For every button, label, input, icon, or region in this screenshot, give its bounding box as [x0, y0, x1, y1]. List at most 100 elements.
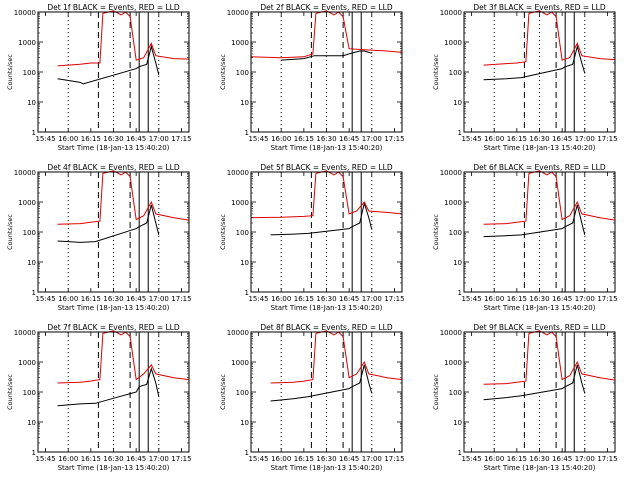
chart-8-y-axis-label: Counts/sec	[219, 374, 227, 410]
chart-9-y-axis-label: Counts/sec	[432, 374, 440, 410]
chart-1-x-tick-label: 16:00	[58, 135, 78, 143]
chart-5-x-tick-label: 16:15	[294, 295, 314, 303]
chart-8-x-tick-label: 17:00	[362, 455, 382, 463]
chart-6-x-tick-label: 17:15	[597, 295, 617, 303]
chart-5-y-tick-label: 10000	[227, 169, 249, 177]
chart-6-x-tick-label: 17:00	[575, 295, 595, 303]
chart-1-panel: 1 10 100 1000 10000 15:45 16:00 16:15 16:30 16:45…	[6, 3, 192, 152]
chart-8-x-tick-label: 16:15	[294, 455, 314, 463]
chart-9-x-tick-label: 16:30	[529, 455, 549, 463]
chart-8-x-tick-label: 16:00	[271, 455, 291, 463]
chart-7-y-tick-label: 1000	[18, 359, 36, 367]
chart-6-y-tick-label: 100	[449, 229, 462, 237]
chart-5-x-tick-label: 16:45	[339, 295, 359, 303]
chart-8-y-tick-label: 10000	[227, 329, 249, 337]
chart-7-x-tick-label: 15:45	[35, 455, 55, 463]
chart-5-series-lld-line	[250, 170, 403, 219]
chart-1-x-tick-label: 15:45	[35, 135, 55, 143]
chart-1-x-tick-label: 16:15	[81, 135, 101, 143]
chart-6-y-tick-label: 1000	[444, 199, 462, 207]
chart-4-x-tick-label: 16:30	[103, 295, 123, 303]
chart-2-y-tick-label: 100	[236, 69, 249, 77]
chart-7-x-tick-label: 16:45	[126, 455, 146, 463]
chart-3-x-tick-label: 17:15	[597, 135, 617, 143]
chart-8-x-tick-label: 15:45	[248, 455, 268, 463]
chart-1-x-axis-label: Start Time (18-Jan-13 15:40:20)	[58, 144, 170, 152]
chart-4-title: Det 4f BLACK = Events, RED = LLD	[47, 163, 180, 172]
chart-7-series-lld-line	[57, 330, 190, 384]
chart-5-x-tick-label: 16:30	[316, 295, 336, 303]
chart-4-y-tick-label: 100	[23, 229, 36, 237]
chart-6-series-lld-line	[483, 170, 616, 225]
chart-9-series-lld-line	[483, 330, 616, 385]
chart-2-y-axis-label: Counts/sec	[219, 54, 227, 90]
chart-4-series-events-line	[57, 204, 160, 243]
chart-4-x-tick-label: 16:15	[81, 295, 101, 303]
chart-4-series-lld-line	[57, 170, 190, 225]
chart-8-y-tick-label: 10	[240, 419, 249, 427]
chart-6-x-tick-label: 16:00	[484, 295, 504, 303]
chart-7-y-axis-label: Counts/sec	[6, 374, 14, 410]
chart-5-x-axis-label: Start Time (18-Jan-13 15:40:20)	[271, 304, 383, 312]
chart-5-x-tick-label: 17:15	[384, 295, 404, 303]
chart-8-x-tick-label: 16:30	[316, 455, 336, 463]
chart-5-series-events-line	[270, 201, 373, 236]
chart-4-y-tick-label: 1	[32, 289, 36, 297]
chart-6-x-tick-label: 15:45	[461, 295, 481, 303]
chart-5-y-axis-label: Counts/sec	[219, 214, 227, 250]
chart-6-title: Det 6f BLACK = Events, RED = LLD	[473, 163, 606, 172]
chart-5-y-tick-label: 1	[245, 289, 249, 297]
chart-3-y-tick-label: 10	[453, 99, 462, 107]
chart-6-y-tick-label: 1	[458, 289, 462, 297]
chart-7-x-axis-label: Start Time (18-Jan-13 15:40:20)	[58, 464, 170, 472]
chart-6-series-events-line	[483, 204, 586, 238]
chart-5-x-tick-label: 15:45	[248, 295, 268, 303]
chart-9-y-tick-label: 100	[449, 389, 462, 397]
chart-5-x-tick-label: 16:00	[271, 295, 291, 303]
chart-6-x-tick-label: 16:15	[507, 295, 527, 303]
chart-4-x-tick-label: 15:45	[35, 295, 55, 303]
chart-6-x-axis-label: Start Time (18-Jan-13 15:40:20)	[484, 304, 596, 312]
chart-8-x-axis-label: Start Time (18-Jan-13 15:40:20)	[271, 464, 383, 472]
chart-2-y-tick-label: 1	[245, 129, 249, 137]
chart-8-x-tick-label: 17:15	[384, 455, 404, 463]
chart-4-x-tick-label: 16:45	[126, 295, 146, 303]
chart-3-x-tick-label: 16:00	[484, 135, 504, 143]
chart-3-x-tick-label: 16:30	[529, 135, 549, 143]
chart-2-y-tick-label: 1000	[231, 39, 249, 47]
chart-3-y-axis-label: Counts/sec	[432, 54, 440, 90]
chart-8-y-tick-label: 1000	[231, 359, 249, 367]
chart-1-x-tick-label: 17:15	[171, 135, 191, 143]
chart-9-x-axis-label: Start Time (18-Jan-13 15:40:20)	[484, 464, 596, 472]
chart-9-panel: 1 10 100 1000 10000 15:45 16:00 16:15 16:30 16:45…	[432, 323, 618, 472]
chart-3-y-tick-label: 1	[458, 129, 462, 137]
chart-9-x-tick-label: 17:15	[597, 455, 617, 463]
chart-9-series-events-line	[483, 364, 586, 401]
chart-4-y-axis-label: Counts/sec	[6, 214, 14, 250]
chart-6-panel: 1 10 100 1000 10000 15:45 16:00 16:15 16:30 16:45…	[432, 163, 618, 312]
chart-9-title: Det 9f BLACK = Events, RED = LLD	[473, 323, 606, 332]
chart-3-panel: 1 10 100 1000 10000 15:45 16:00 16:15 16:30 16:45…	[432, 3, 618, 152]
chart-6-y-tick-label: 10	[453, 259, 462, 267]
chart-3-y-tick-label: 1000	[444, 39, 462, 47]
chart-1-x-tick-label: 16:30	[103, 135, 123, 143]
chart-1-y-tick-label: 1000	[18, 39, 36, 47]
chart-7-panel: 1 10 100 1000 10000 15:45 16:00 16:15 16:30 16:45…	[6, 323, 192, 472]
chart-8-x-tick-label: 16:45	[339, 455, 359, 463]
chart-8-series-events-line	[270, 364, 373, 402]
chart-3-title: Det 3f BLACK = Events, RED = LLD	[473, 3, 606, 12]
chart-7-title: Det 7f BLACK = Events, RED = LLD	[47, 323, 180, 332]
chart-3-y-tick-label: 10000	[440, 9, 462, 17]
chart-5-title: Det 5f BLACK = Events, RED = LLD	[260, 163, 393, 172]
chart-7-x-tick-label: 17:15	[171, 455, 191, 463]
chart-2-x-tick-label: 16:15	[294, 135, 314, 143]
chart-7-x-tick-label: 16:30	[103, 455, 123, 463]
chart-1-y-tick-label: 1	[32, 129, 36, 137]
chart-7-y-tick-label: 100	[23, 389, 36, 397]
chart-7-x-tick-label: 16:15	[81, 455, 101, 463]
chart-7-series-events-line	[57, 366, 160, 407]
chart-3-series-events-line	[483, 44, 586, 81]
chart-4-x-tick-label: 17:15	[171, 295, 191, 303]
chart-2-y-tick-label: 10	[240, 99, 249, 107]
